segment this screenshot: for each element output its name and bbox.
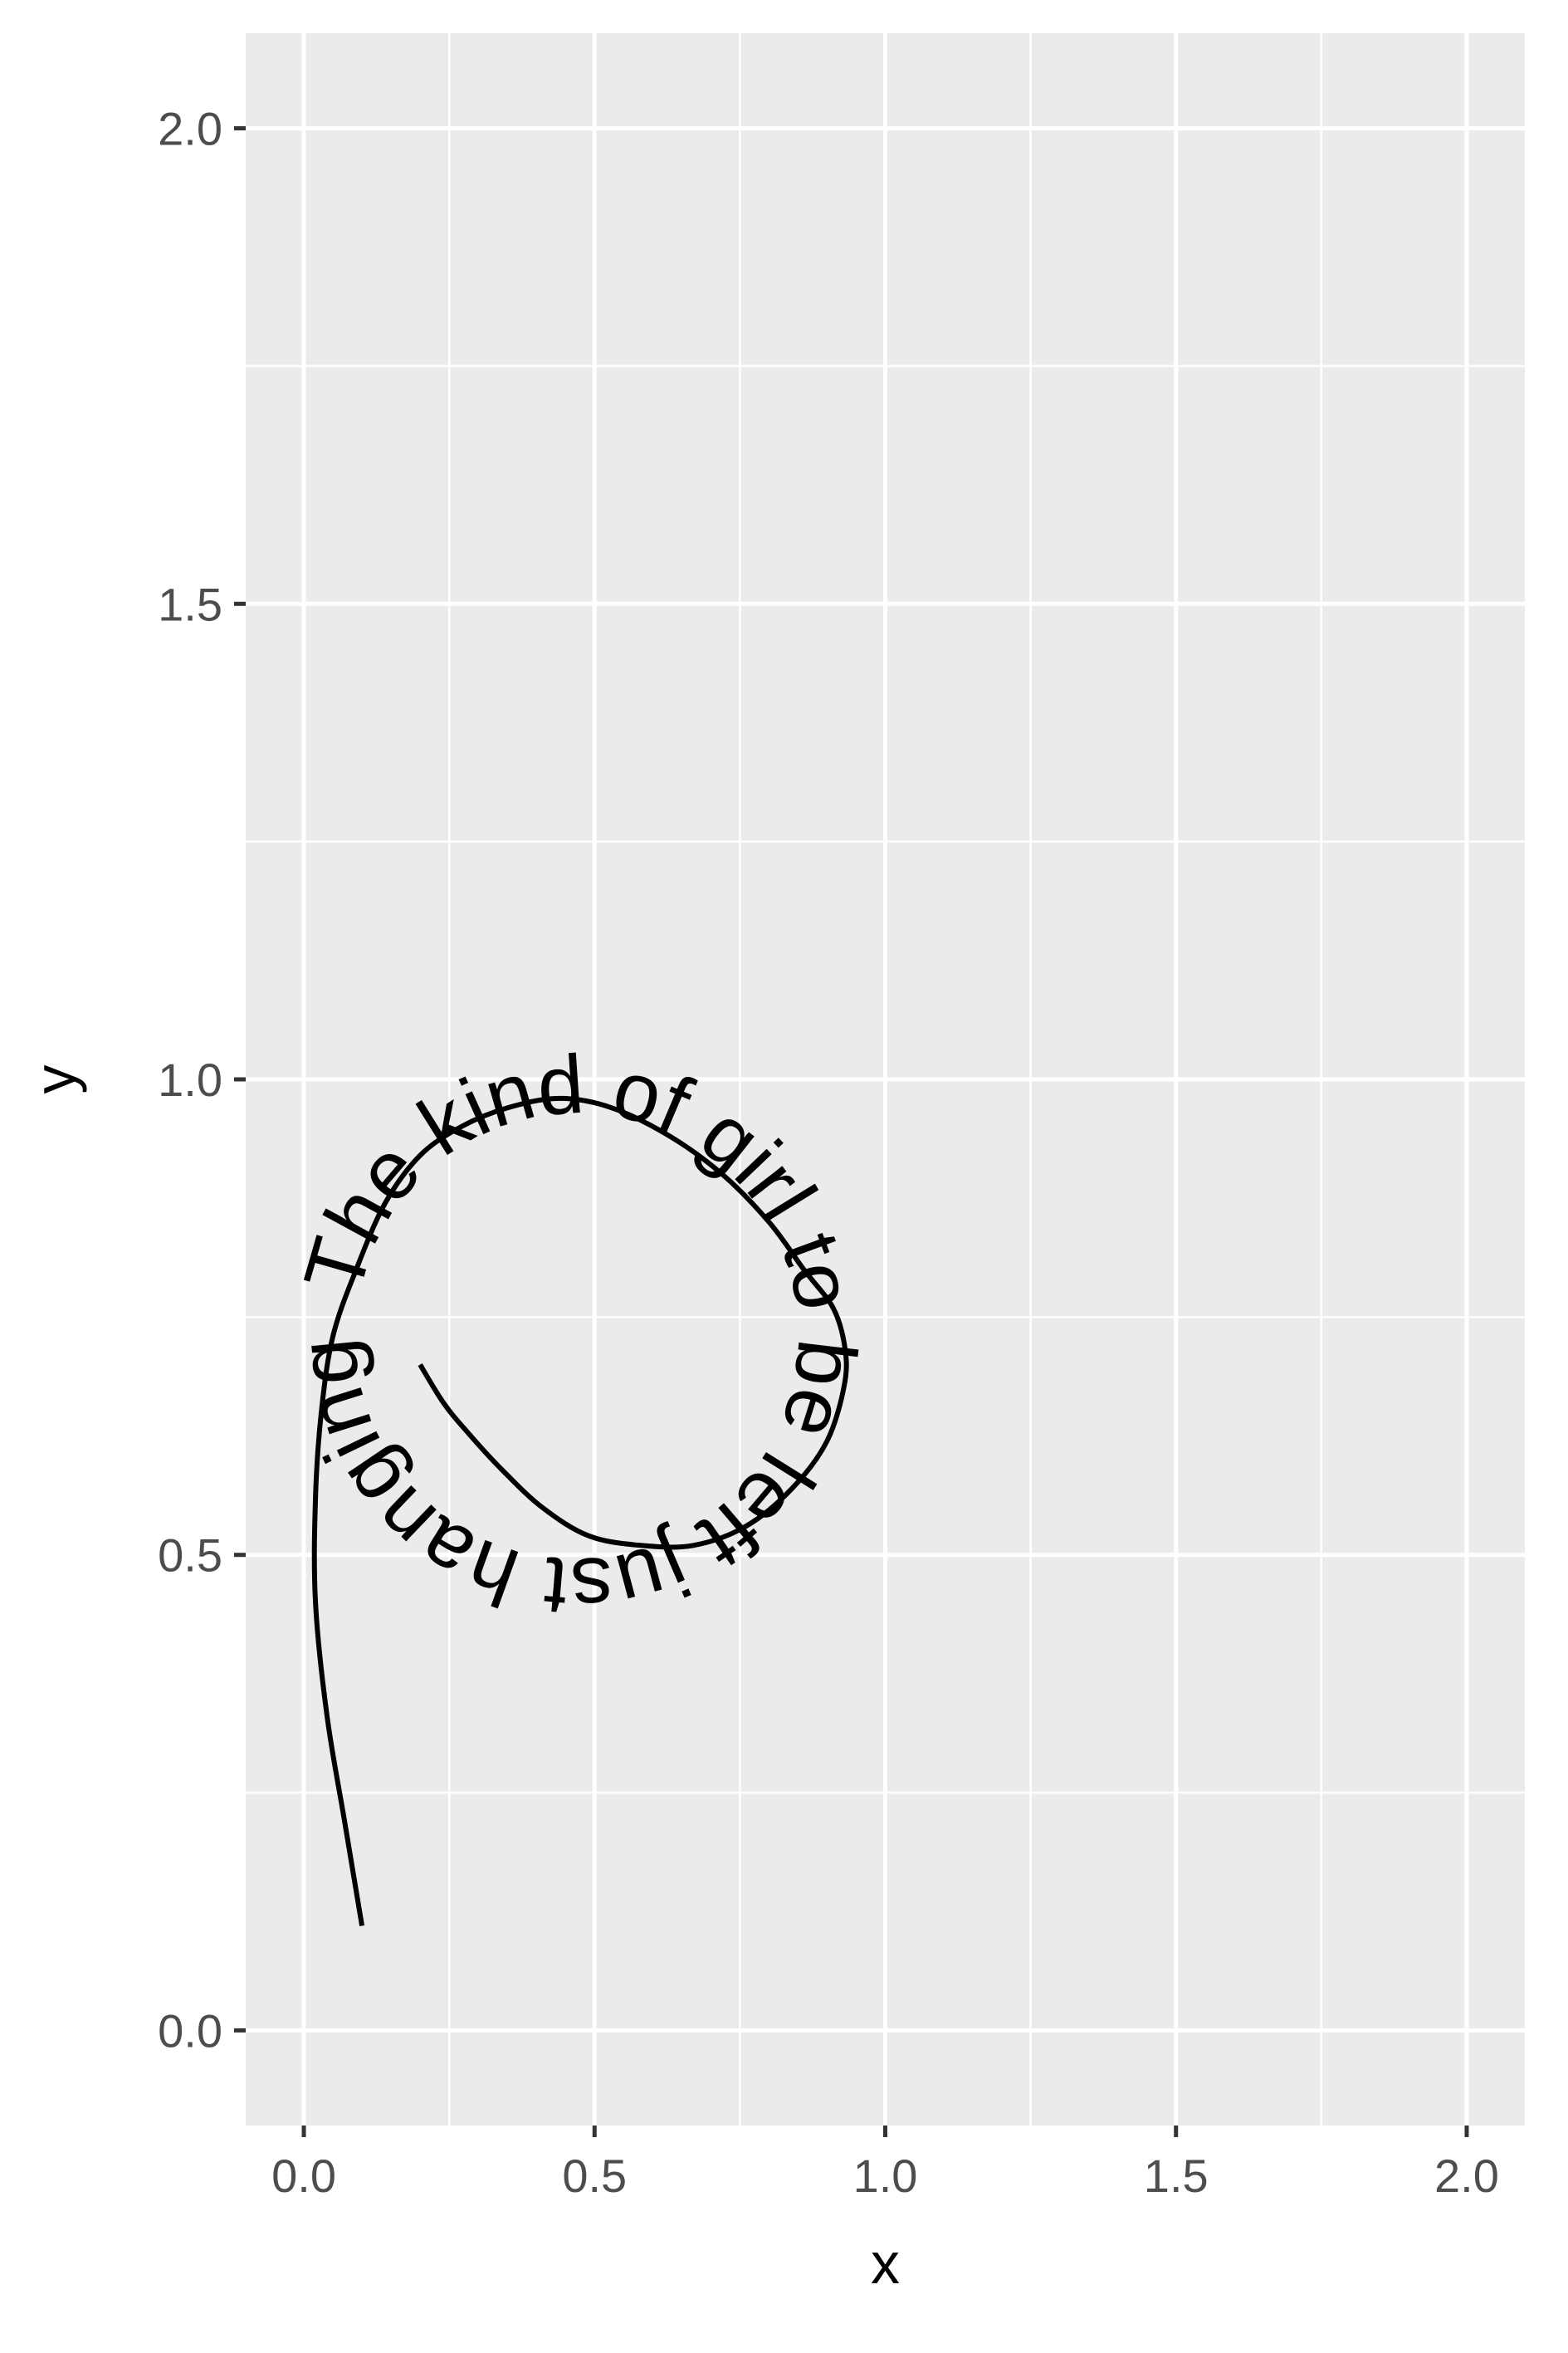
y-axis-title: y [22,1065,87,1094]
y-tick-label: 0.5 [158,1529,222,1582]
x-tick-label: 1.5 [1144,2150,1209,2202]
y-tick-label: 1.0 [158,1054,222,1106]
x-axis-ticks: 0.0 0.5 1.0 1.5 2.0 [271,2126,1499,2202]
y-tick-label: 2.0 [158,103,222,155]
x-tick-label: 2.0 [1434,2150,1499,2202]
y-axis-ticks: 0.0 0.5 1.0 1.5 2.0 [158,103,246,2057]
y-tick-label: 0.0 [158,2004,222,2057]
x-tick-label: 0.0 [271,2150,336,2202]
y-tick-label: 1.5 [158,578,222,630]
x-tick-label: 0.5 [562,2150,627,2202]
x-tick-label: 1.0 [853,2150,918,2202]
x-axis-title: x [871,2231,900,2296]
